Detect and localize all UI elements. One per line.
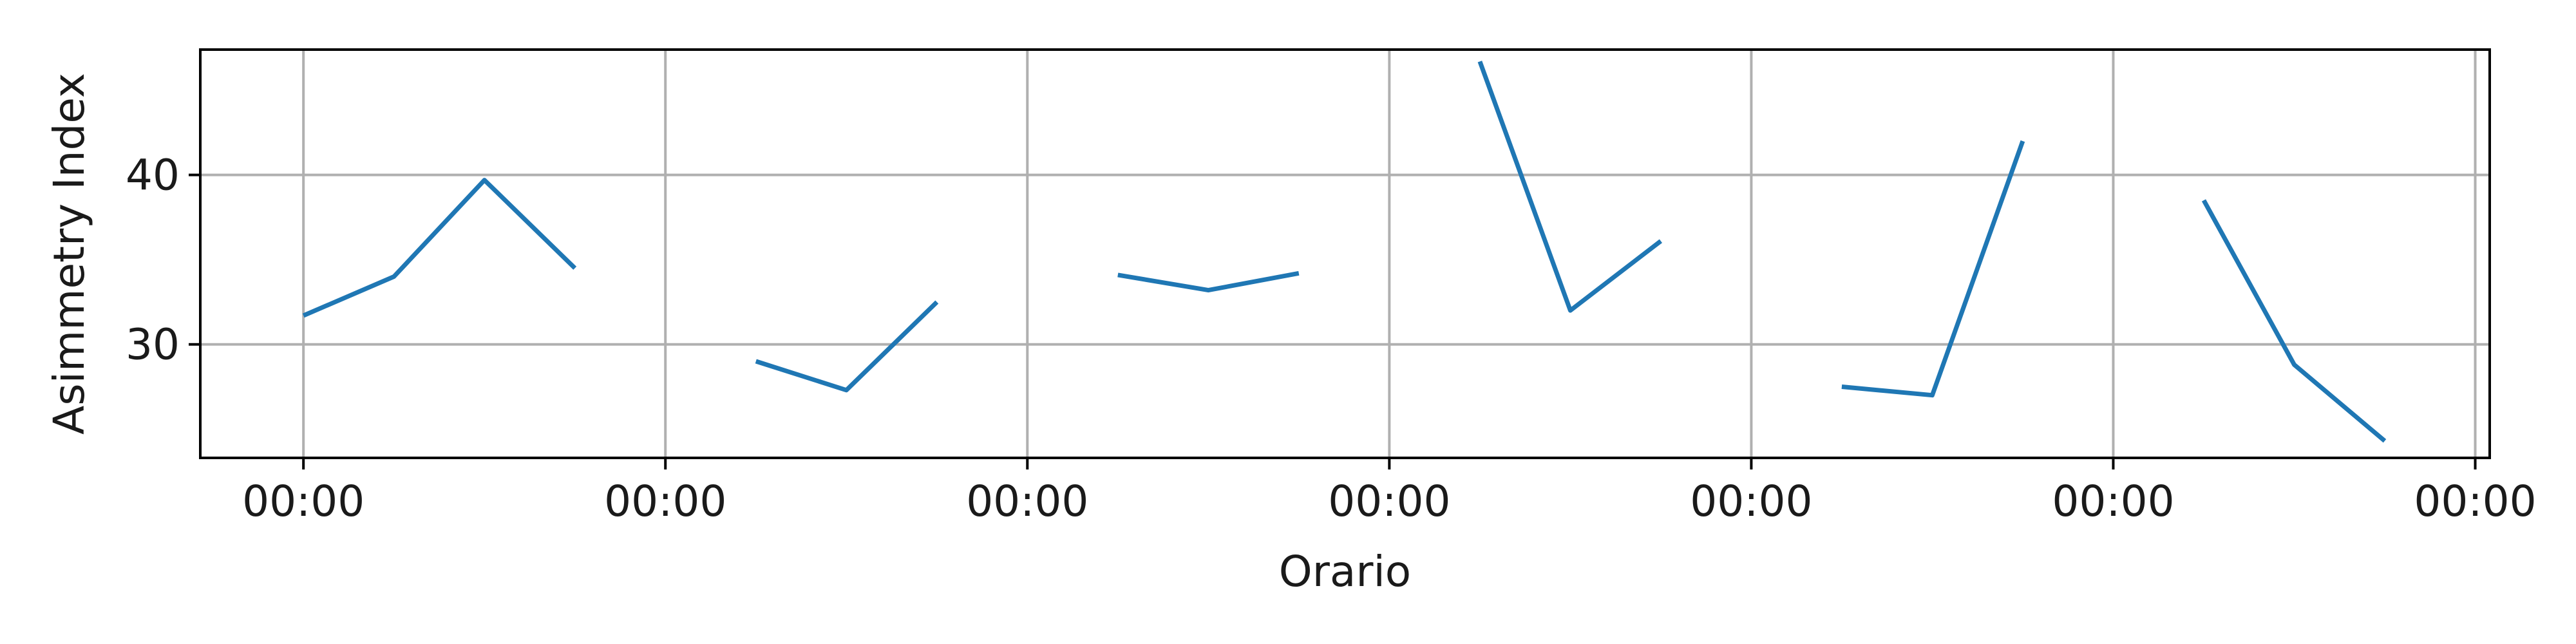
series-line-segment-3 [1117,270,1300,293]
plot-frame [199,48,2491,459]
series-line-segment-5 [1841,140,2025,398]
x-tick-label: 00:00 [242,477,365,526]
series-lines [302,61,2387,443]
x-tick-label: 00:00 [2414,477,2536,526]
x-tick-label: 00:00 [604,477,726,526]
series-line-segment-6 [2201,199,2387,443]
x-tick-label: 00:00 [1690,477,1812,526]
y-tick-label: 30 [126,320,180,370]
x-tick-label: 00:00 [1328,477,1450,526]
y-axis-label: Asimmetry Index [44,73,94,435]
y-tick-label: 40 [126,151,180,200]
x-tick-label: 00:00 [2052,477,2174,526]
grid-lines [200,50,2490,458]
series-line-segment-1 [302,178,577,318]
series-line-segment-4 [1477,61,1663,313]
x-axis-ticks: 00:00 00:00 00:00 00:00 00:00 00:00 00:00 [242,458,2537,526]
x-axis-label: Orario [1279,547,1411,596]
y-axis-ticks: 30 40 [126,151,200,370]
series-line-segment-2 [755,300,939,393]
x-tick-label: 00:00 [966,477,1088,526]
